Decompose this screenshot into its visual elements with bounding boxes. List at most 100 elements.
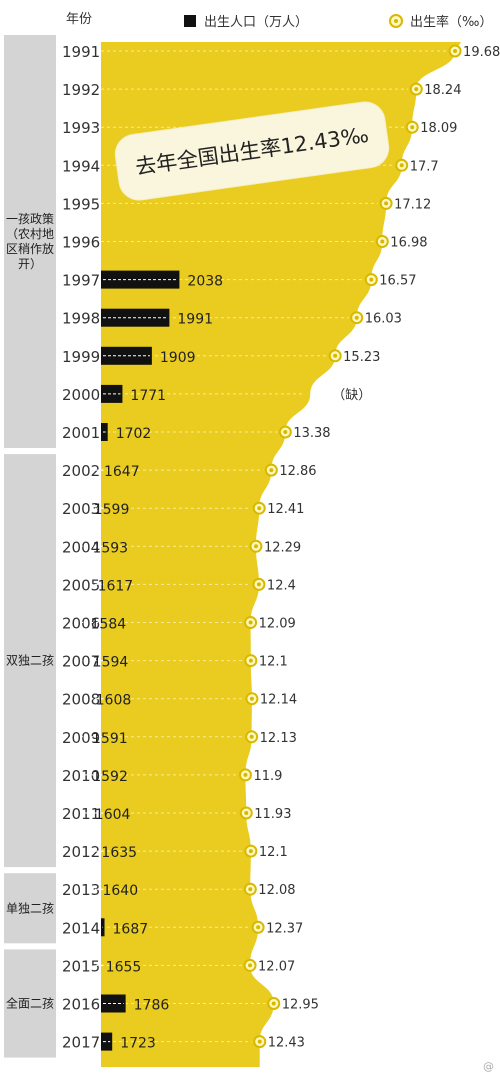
year-row: 2013 1640 12.08: [62, 881, 296, 899]
year-label: 2013: [62, 881, 100, 899]
birth-value-label: 1655: [106, 959, 142, 975]
year-row: 1995 17.12: [62, 195, 431, 213]
year-label: 2014: [62, 919, 100, 937]
year-label: 2002: [62, 462, 100, 480]
birth-bar: [101, 384, 123, 403]
year-row: 1991 19.68: [62, 43, 500, 61]
rate-marker-dot: [410, 125, 415, 130]
rate-value-label: 12.4: [267, 578, 296, 593]
rate-marker-dot: [256, 925, 261, 930]
rate-value-label: 12.08: [258, 883, 295, 898]
rate-value-label: 12.37: [266, 921, 303, 936]
rate-marker-dot: [257, 1039, 262, 1044]
birth-value-label: 1617: [98, 578, 134, 594]
policy-label: 全面二孩: [6, 996, 54, 1011]
rate-marker-dot: [453, 49, 458, 53]
year-row: 2000 1771 （缺）: [62, 384, 371, 404]
rate-marker-dot: [248, 620, 253, 625]
year-label: 1997: [62, 272, 100, 290]
year-row: 2014 1687 12.37: [62, 918, 303, 937]
policy-band: [4, 35, 56, 448]
rate-marker-dot: [333, 353, 338, 358]
rate-marker-dot: [249, 734, 254, 739]
rate-marker-dot: [248, 887, 253, 892]
year-label: 2015: [62, 957, 100, 975]
rate-value-label: 18.24: [424, 83, 461, 98]
rate-marker-dot: [253, 544, 258, 549]
birth-value-label: 1593: [92, 540, 128, 556]
birth-value-label: 1909: [160, 350, 196, 366]
birth-value-label: 1771: [130, 388, 166, 404]
birth-value-label: 1702: [116, 426, 152, 442]
rate-legend-label: 出生率（‰）: [410, 14, 492, 30]
chart-header: 年份 出生人口（万人） 出生率（‰）: [66, 12, 492, 30]
year-label: 2008: [62, 691, 100, 709]
birth-value-label: 1604: [95, 807, 131, 823]
birth-value-label: 1599: [94, 502, 130, 518]
rate-value-label: 16.98: [390, 236, 427, 251]
rate-value-label: 12.95: [282, 998, 319, 1013]
rate-marker-dot: [399, 163, 404, 168]
rate-value-label: 12.1: [259, 845, 288, 860]
rate-value-label: 19.68: [463, 45, 500, 60]
rate-marker-dot: [380, 239, 385, 244]
rate-value-label: 12.13: [260, 731, 297, 746]
policy-band: [4, 949, 56, 1058]
rate-value-label: 16.57: [379, 274, 416, 289]
year-row: 2017 1723 12.43: [62, 1032, 305, 1052]
birth-value-label: 1635: [101, 845, 137, 861]
birth-value-label: 1592: [92, 769, 128, 785]
birth-value-label: 1591: [92, 731, 128, 747]
year-label: 1992: [62, 81, 100, 99]
year-row: 1996 16.98: [62, 234, 428, 252]
year-row: 2015 1655 12.07: [62, 957, 295, 975]
year-label: 2010: [62, 767, 100, 785]
birth-value-label: 1687: [113, 921, 149, 937]
year-label: 2001: [62, 424, 100, 442]
rate-marker-dot: [248, 658, 253, 663]
rate-area-layer: [101, 42, 462, 1067]
policy-label: （农村地: [6, 227, 54, 241]
rate-value-label: 12.43: [268, 1036, 305, 1051]
birth-bar: [101, 346, 152, 365]
rate-marker-dot: [257, 506, 262, 511]
year-label: 2012: [62, 843, 100, 861]
birth-bar: [101, 1032, 113, 1051]
rate-value-label: 12.86: [279, 464, 316, 479]
birth-value-label: 1647: [104, 464, 140, 480]
births-legend-swatch: [184, 15, 196, 27]
year-row: 2012 1635 12.1: [62, 843, 288, 861]
year-row: 1997 2038 16.57: [62, 270, 416, 290]
policy-band: [4, 454, 56, 868]
birth-value-label: 1991: [177, 312, 213, 328]
rate-value-label: 11.9: [253, 769, 282, 784]
year-label: 1996: [62, 234, 100, 252]
rate-marker-dot: [269, 468, 274, 473]
year-label: 2007: [62, 653, 100, 671]
year-row: 2002 1647 12.86: [62, 462, 317, 480]
year-label: 1993: [62, 119, 100, 137]
year-label: 2004: [62, 538, 100, 556]
callout-group: 去年全国出生率12.43‰: [114, 101, 390, 201]
rate-value-label: 12.07: [258, 959, 295, 974]
year-label: 1999: [62, 348, 100, 366]
rate-marker-dot: [256, 582, 261, 587]
birth-value-label: 1786: [134, 998, 170, 1014]
year-row: 1992 18.24: [62, 81, 461, 99]
birth-value-label: 1640: [102, 883, 138, 899]
rate-marker-dot: [369, 277, 374, 282]
rate-marker-dot: [249, 696, 254, 701]
rate-marker-dot: [248, 849, 253, 854]
rate-marker-dot: [354, 315, 359, 320]
year-label: 1994: [62, 157, 100, 175]
year-label: 2016: [62, 996, 100, 1014]
callout-box: [114, 101, 390, 201]
